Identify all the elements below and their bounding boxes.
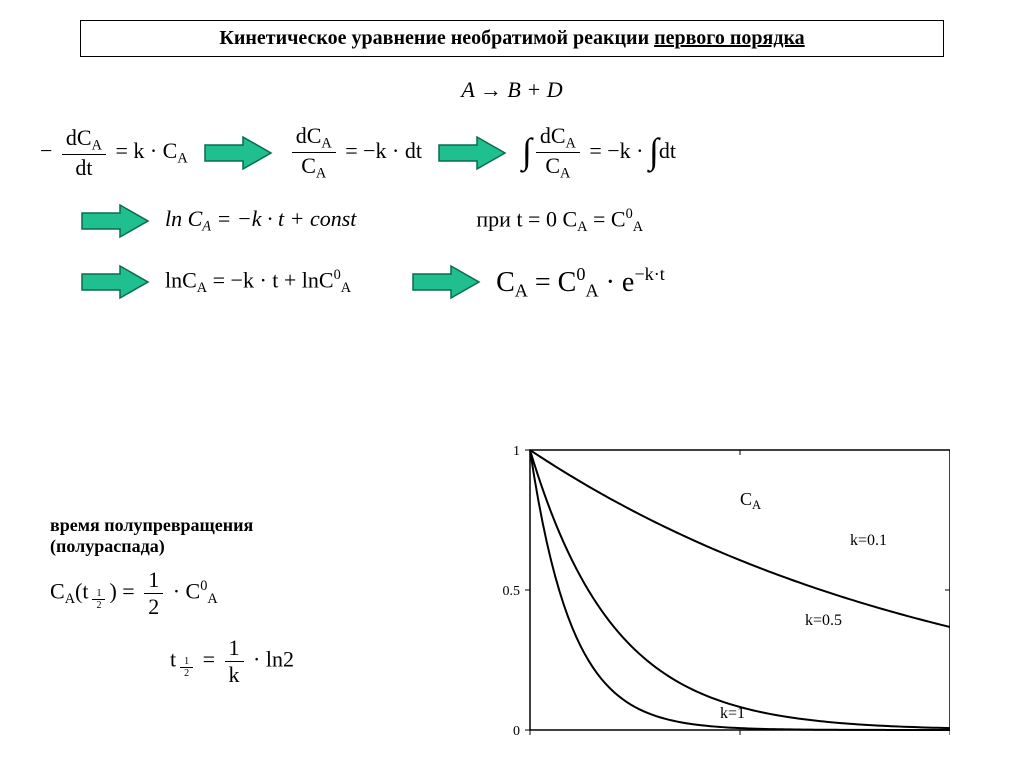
arrow-icon (80, 264, 150, 300)
svg-text:k=0.1: k=0.1 (850, 532, 887, 549)
derivation-row-2: ln CA = −k · t + const при t = 0 CA = C0… (40, 203, 984, 239)
half-life-eq1: CA(t12) = 12 · C0A (50, 567, 450, 620)
half-life-label1: время полупревращения (50, 515, 450, 536)
ln-const-equation: ln CA = −k · t + const (165, 206, 356, 235)
solution-equation: CA = C0A · e−k·t (496, 264, 665, 301)
arrow-icon (437, 135, 507, 171)
half-life-label2: (полураспада) (50, 536, 450, 557)
rate-equation: − dCAdt = k · CA (40, 125, 188, 181)
differential-equation: dCACA = −k · dt (288, 123, 422, 183)
integral-equation: ∫dCACA = −k · ∫dt (522, 123, 676, 183)
half-life-eq2: t12 = 1k · ln2 (170, 635, 450, 688)
svg-text:0: 0 (527, 739, 534, 740)
derivation-row-1: − dCAdt = k · CA dCACA = −k · dt ∫dCACA … (40, 123, 984, 183)
title-underlined: первого порядка (654, 27, 805, 49)
svg-text:CA: CA (740, 489, 761, 512)
svg-text:k=1: k=1 (720, 705, 745, 722)
svg-text:k=0.5: k=0.5 (805, 612, 842, 629)
svg-text:0.5: 0.5 (503, 584, 521, 599)
svg-text:1: 1 (513, 444, 520, 459)
arrow-icon (80, 203, 150, 239)
svg-text:10: 10 (943, 739, 950, 740)
derivation-row-3: lnCA = −k · t + lnC0A CA = C0A · e−k·t (40, 264, 984, 301)
arrow-icon (411, 264, 481, 300)
lnc-equation: lnCA = −k · t + lnC0A (165, 267, 351, 297)
decay-chart: 0 5 10 0 0.5 1 k=0.1 k=0.5 k=1 CA (490, 440, 950, 745)
arrow-icon (203, 135, 273, 171)
svg-text:0: 0 (513, 724, 520, 739)
page-title: Кинетическое уравнение необратимой реакц… (80, 20, 944, 57)
svg-text:5: 5 (737, 739, 744, 740)
initial-condition: при t = 0 CA = C0A (476, 206, 643, 236)
reaction-equation: A → B + D (40, 77, 984, 103)
half-life-section: время полупревращения (полураспада) CA(t… (50, 485, 450, 688)
title-prefix: Кинетическое уравнение необратимой реакц… (219, 27, 654, 49)
